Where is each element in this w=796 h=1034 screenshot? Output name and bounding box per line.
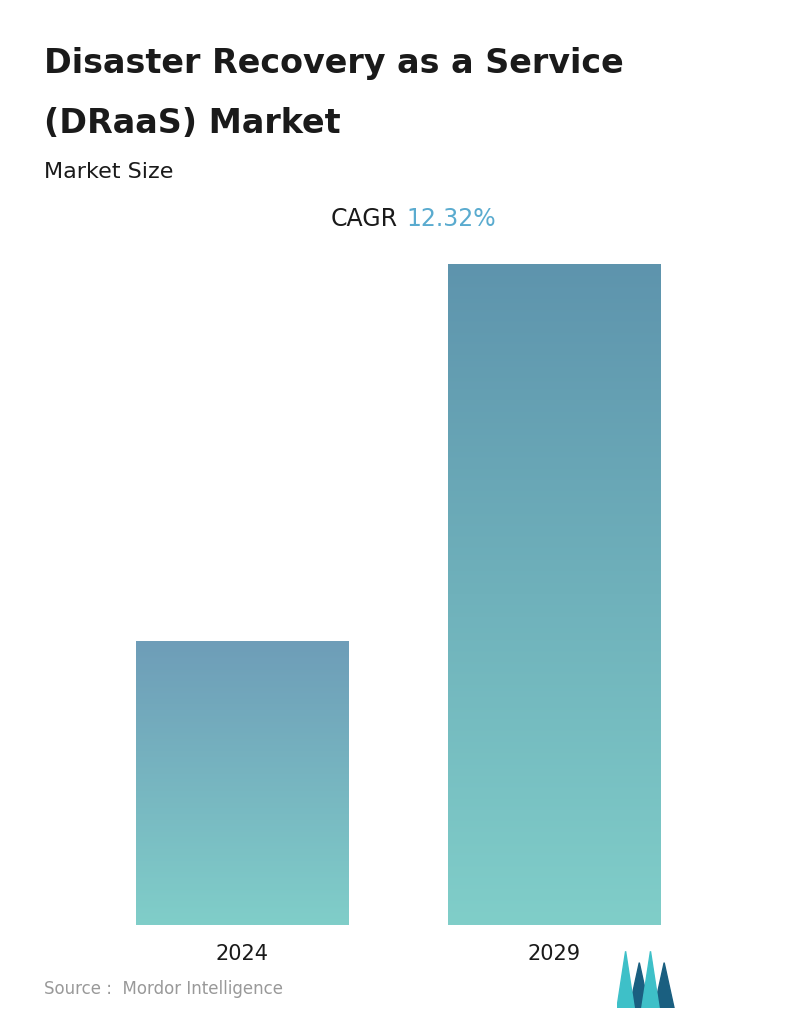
Polygon shape	[654, 963, 674, 1008]
Text: 2024: 2024	[216, 944, 268, 964]
Polygon shape	[617, 951, 634, 1008]
Polygon shape	[630, 963, 650, 1008]
Text: Source :  Mordor Intelligence: Source : Mordor Intelligence	[44, 980, 283, 998]
Text: CAGR: CAGR	[330, 207, 397, 231]
Text: (DRaaS) Market: (DRaaS) Market	[44, 107, 341, 140]
Text: Market Size: Market Size	[44, 162, 174, 182]
Text: Disaster Recovery as a Service: Disaster Recovery as a Service	[44, 47, 623, 80]
Text: 2029: 2029	[527, 944, 580, 964]
Polygon shape	[642, 951, 659, 1008]
Text: 12.32%: 12.32%	[406, 207, 496, 231]
